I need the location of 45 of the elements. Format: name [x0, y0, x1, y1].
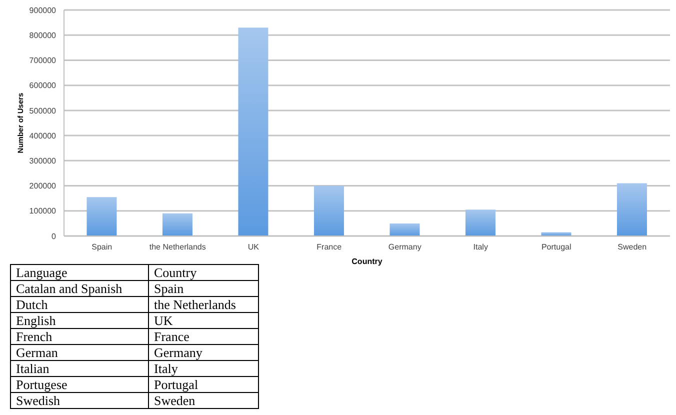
- y-tick-label: 300000: [29, 156, 57, 166]
- bar: [616, 183, 647, 236]
- x-tick-label: Portugal: [541, 242, 572, 252]
- bar: [390, 223, 420, 236]
- bar: [541, 232, 572, 236]
- text: German: [10, 344, 148, 360]
- text: Sweden: [148, 392, 258, 408]
- y-tick-label: 900000: [29, 6, 57, 15]
- text: Portugese: [10, 376, 148, 392]
- text: Dutch: [10, 296, 148, 312]
- bar: [162, 213, 192, 236]
- bar: [314, 186, 344, 236]
- x-tick-label: Spain: [92, 242, 112, 252]
- y-tick-label: 500000: [29, 106, 57, 116]
- y-tick-label: 600000: [29, 81, 57, 90]
- text: Portugal: [148, 376, 258, 392]
- text: the Netherlands: [148, 296, 258, 312]
- text: French: [10, 328, 148, 344]
- x-tick-label: UK: [248, 242, 260, 252]
- text: Spain: [148, 280, 258, 296]
- x-tick-label: Germany: [388, 242, 422, 252]
- x-tick-label: Sweden: [618, 242, 647, 252]
- text: Italy: [148, 360, 258, 376]
- bar: [465, 210, 496, 236]
- y-tick-label: 0: [52, 232, 57, 241]
- text: France: [148, 328, 258, 344]
- bar: [86, 197, 117, 236]
- text: UK: [148, 312, 258, 328]
- text: Catalan and Spanish: [10, 280, 148, 296]
- x-tick-label: France: [316, 242, 342, 252]
- text: Swedish: [10, 392, 148, 408]
- text: Italian: [10, 360, 148, 376]
- bar: [238, 28, 268, 236]
- x-tick-label: Italy: [473, 242, 488, 252]
- y-tick-label: 400000: [29, 131, 57, 140]
- text: English: [10, 312, 148, 328]
- category-label: Language: [10, 264, 148, 280]
- x-tick-label: the Netherlands: [149, 242, 206, 252]
- x-axis-title: Country: [352, 257, 383, 266]
- y-tick-label: 200000: [29, 182, 57, 191]
- category-label: Country: [148, 264, 258, 280]
- y-tick-label: 800000: [29, 30, 57, 40]
- y-tick-label: 700000: [29, 56, 57, 66]
- text: Germany: [148, 344, 258, 360]
- y-tick-label: 100000: [29, 206, 57, 216]
